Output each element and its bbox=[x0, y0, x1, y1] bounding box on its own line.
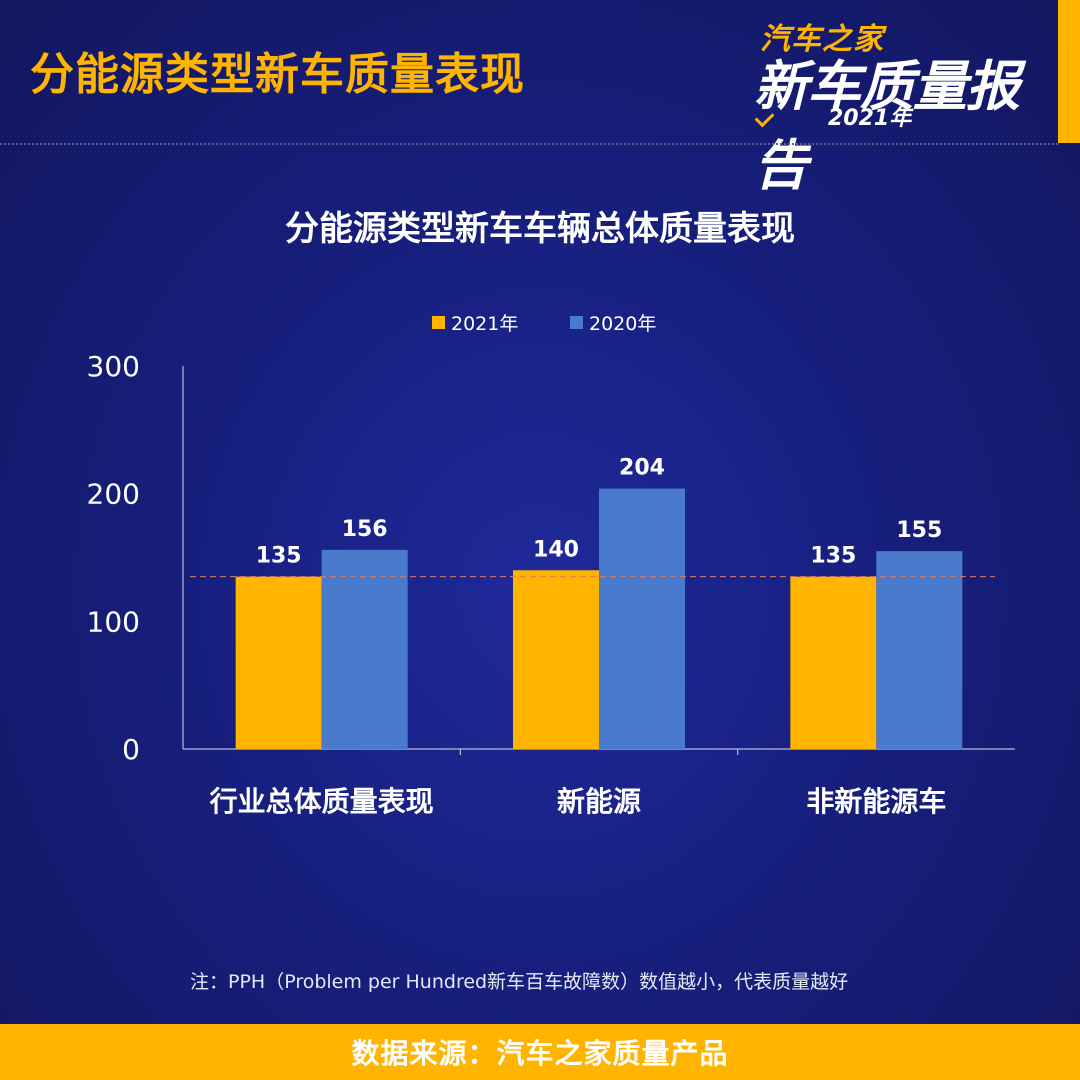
data-label-0-0: 135 bbox=[256, 544, 302, 569]
category-label-0: 行业总体质量表现 bbox=[209, 785, 434, 818]
legend-label-0: 2021年 bbox=[451, 313, 518, 335]
bar-0-1 bbox=[321, 549, 408, 749]
source-bar: 数据来源：汽车之家质量产品 bbox=[0, 1024, 1080, 1080]
bar-2-1 bbox=[876, 551, 963, 749]
page-title: 分能源类型新车质量表现 bbox=[30, 49, 525, 100]
y-tick-label-3: 300 bbox=[87, 350, 140, 383]
category-label-1: 新能源 bbox=[557, 785, 641, 818]
logo-year-text: 2021年 bbox=[828, 106, 912, 131]
report-logo: 汽车之家 新车质量报告 2021年 bbox=[742, 6, 1042, 197]
data-label-2-0: 135 bbox=[810, 544, 856, 569]
data-label-1-1: 204 bbox=[619, 456, 665, 481]
bar-0-0 bbox=[235, 576, 322, 749]
bar-1-0 bbox=[513, 570, 599, 749]
legend-label-1: 2020年 bbox=[589, 313, 656, 335]
chart-title: 分能源类型新车车辆总体质量表现 bbox=[285, 209, 795, 249]
category-label-2: 非新能源车 bbox=[806, 785, 946, 818]
y-tick-label-2: 200 bbox=[87, 478, 140, 511]
legend-swatch-1 bbox=[570, 316, 583, 329]
source-text: 数据来源：汽车之家质量产品 bbox=[351, 1037, 729, 1070]
data-label-2-1: 155 bbox=[896, 518, 942, 543]
logo-brand-text: 汽车之家 bbox=[760, 22, 884, 57]
bar-1-1 bbox=[599, 488, 685, 749]
header-divider bbox=[0, 143, 1058, 145]
y-tick-label-0: 0 bbox=[122, 733, 140, 766]
data-label-1-0: 140 bbox=[533, 537, 579, 562]
brand-accent-bar bbox=[1058, 0, 1080, 143]
y-tick-label-1: 100 bbox=[87, 605, 140, 638]
legend-swatch-0 bbox=[432, 316, 445, 329]
data-label-0-1: 156 bbox=[342, 517, 388, 542]
footnote: 注：PPH（Problem per Hundred新车百车故障数）数值越小，代表… bbox=[190, 971, 849, 993]
bar-2-0 bbox=[790, 576, 877, 749]
